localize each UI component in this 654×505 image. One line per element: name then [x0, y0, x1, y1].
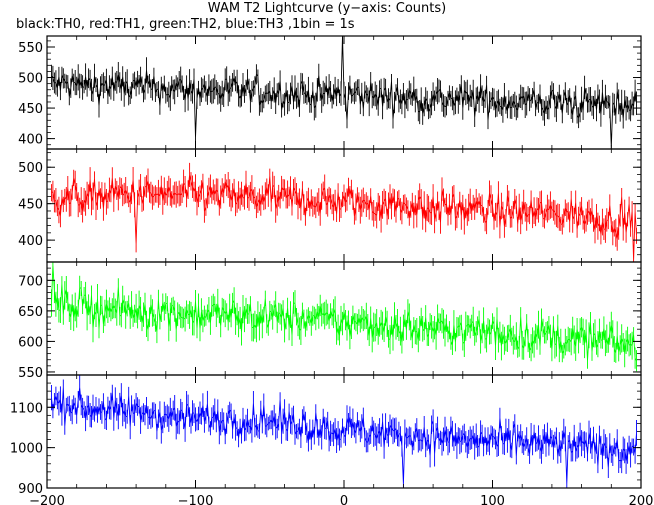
x-tick-label: −100 — [178, 494, 214, 505]
chart-title: WAM T2 Lightcurve (y−axis: Counts) — [207, 1, 447, 16]
y-tick-label: 900 — [18, 482, 43, 497]
y-tick-label: 500 — [18, 72, 43, 87]
panel-th0: 400 450 500 550 — [18, 35, 642, 150]
y-tick-label: 650 — [18, 305, 43, 320]
x-tick-label: −200 — [29, 494, 65, 505]
x-tick-label: 100 — [480, 494, 505, 505]
y-tick-label: 450 — [18, 198, 43, 213]
series-th3 — [51, 375, 637, 488]
y-tick-label: 450 — [18, 102, 43, 117]
y-tick-label: 550 — [18, 366, 43, 381]
y-tick-label: 550 — [18, 41, 43, 56]
x-axis: −200 −100 0 100 200 — [29, 494, 653, 505]
y-tick-label: 600 — [18, 335, 43, 350]
chart-subtitle: black:TH0, red:TH1, green:TH2, blue:TH3 … — [16, 17, 355, 32]
panels-layer: 400 450 500 550 400 450 500 550 600 650 700 900 1000… — [10, 35, 642, 497]
panel-th3: 900 1000 1100 — [10, 374, 642, 497]
y-tick-label: 1100 — [10, 401, 43, 416]
y-tick-label: 400 — [18, 133, 43, 148]
panel-th1: 400 450 500 — [18, 148, 642, 263]
y-tick-label: 500 — [18, 161, 43, 176]
x-tick-label: 0 — [340, 494, 348, 505]
y-tick-label: 400 — [18, 234, 43, 249]
y-tick-label: 1000 — [10, 442, 43, 457]
series-th0 — [51, 36, 637, 149]
panel-th2: 550 600 650 700 — [18, 261, 642, 381]
x-tick-label: 200 — [629, 494, 654, 505]
series-th2 — [51, 262, 637, 372]
y-tick-label: 700 — [18, 274, 43, 289]
series-th1 — [51, 162, 637, 262]
